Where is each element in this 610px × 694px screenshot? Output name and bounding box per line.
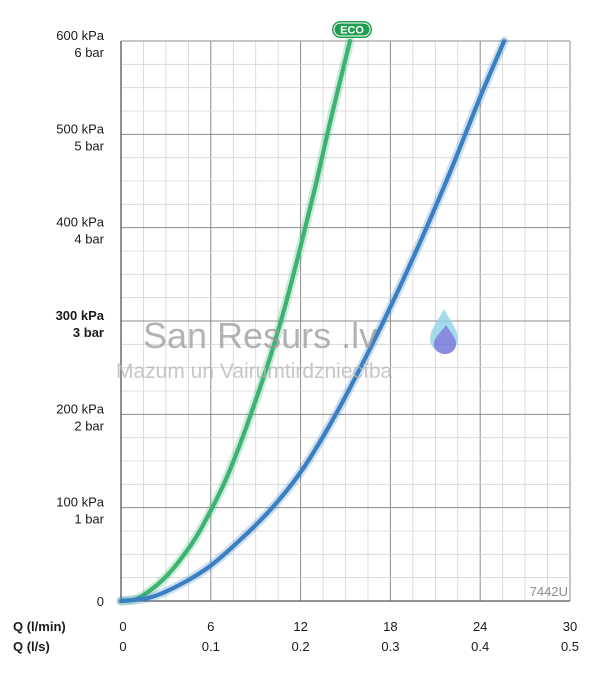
water-drop-icon: [430, 309, 458, 354]
x-tick-label-ls: 0.3: [381, 639, 399, 654]
watermark-title: San Resurs .lv: [143, 315, 377, 356]
watermark: San Resurs .lv Mazum un Vairumtirdzniecī…: [116, 309, 458, 383]
x-tick-label-lmin: 24: [473, 619, 487, 634]
x-tick-label-lmin: 6: [207, 619, 214, 634]
series-line-eco: [118, 38, 353, 604]
y-tick-label-bar: 4 bar: [74, 232, 104, 247]
chart-grid: [120, 40, 571, 602]
x-tick-label-lmin: 18: [383, 619, 397, 634]
eco-badge: ECO: [332, 21, 372, 38]
chart-curves: [116, 36, 509, 606]
eco-badge-label: ECO: [340, 25, 364, 37]
y-tick-label-kpa: 600 kPa: [56, 28, 104, 43]
y-tick-label-bar: 5 bar: [74, 138, 104, 153]
y-tick-label-kpa: 500 kPa: [56, 121, 104, 136]
x-tick-label-ls: 0.4: [471, 639, 489, 654]
x-tick-label-lmin: 30: [563, 619, 577, 634]
y-tick-label-bar: 1 bar: [74, 512, 104, 527]
y-tick-label-kpa: 0: [97, 594, 104, 609]
y-tick-label-bar: 3 bar: [73, 325, 104, 340]
x-tick-label-ls: 0: [119, 639, 126, 654]
x-tick-label-ls: 0.2: [292, 639, 310, 654]
x-tick-label-lmin: 0: [119, 619, 126, 634]
product-code: 7442U: [530, 584, 568, 599]
y-tick-label-bar: 2 bar: [74, 418, 104, 433]
y-tick-label-kpa: 100 kPa: [56, 495, 104, 510]
y-tick-label-kpa: 400 kPa: [56, 215, 104, 230]
x-tick-label-lmin: 12: [293, 619, 307, 634]
y-tick-label-kpa: 300 kPa: [56, 308, 105, 323]
series-line-standard: [118, 38, 507, 604]
watermark-subtitle: Mazum un Vairumtirdzniecība: [116, 360, 393, 383]
x-axis-label-ls: Q (l/s): [13, 639, 50, 654]
y-axis-labels: 0 100 kPa 1 bar 200 kPa 2 bar 300 kPa 3 bar 400…: [56, 28, 105, 609]
x-tick-label-ls: 0.5: [561, 639, 579, 654]
x-tick-label-ls: 0.1: [202, 639, 220, 654]
y-tick-label-bar: 6 bar: [74, 45, 104, 60]
y-tick-label-kpa: 200 kPa: [56, 401, 104, 416]
x-axis-labels: 0 0 6 0.1 12 0.2 18 0.3 24 0.4 30 0.5: [119, 619, 579, 654]
x-axis-label-lmin: Q (l/min): [13, 619, 66, 634]
